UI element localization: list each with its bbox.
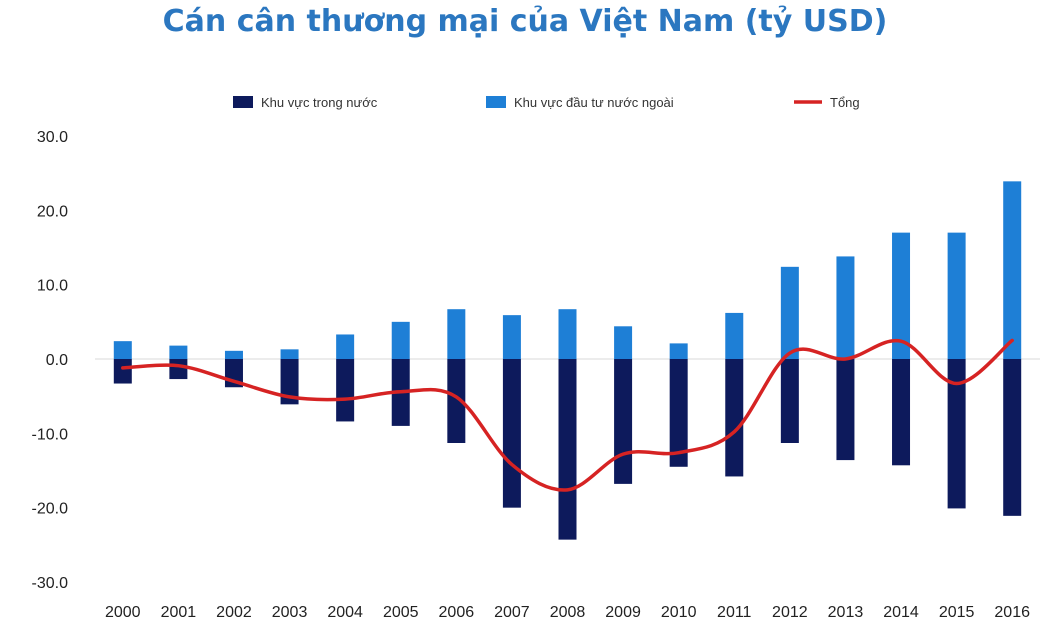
legend-label: Tổng <box>830 95 860 110</box>
bar-foreign-invested <box>280 349 299 359</box>
bar-domestic <box>614 359 633 484</box>
bar-foreign-invested <box>780 266 799 359</box>
x-tick-label: 2002 <box>216 604 252 621</box>
bars <box>113 181 1022 540</box>
y-tick-label: 0.0 <box>46 352 68 369</box>
bar-domestic <box>725 359 744 477</box>
bar-foreign-invested <box>169 345 188 359</box>
total-line-path <box>121 338 1014 492</box>
bar-foreign-invested <box>725 312 744 359</box>
legend-label: Khu vực trong nước <box>261 95 378 110</box>
y-tick-label: -30.0 <box>32 575 69 592</box>
bar-foreign-invested <box>113 341 132 359</box>
bar-domestic <box>113 359 132 384</box>
bar-domestic <box>502 359 521 508</box>
bar-domestic <box>947 359 966 509</box>
bar-foreign-invested <box>336 334 355 359</box>
bar-foreign-invested <box>502 315 521 359</box>
bar-foreign-invested <box>947 232 966 359</box>
bar-domestic <box>280 359 299 405</box>
bar-foreign-invested <box>1003 181 1022 359</box>
bar-foreign-invested <box>558 309 577 359</box>
y-tick-label: 20.0 <box>37 203 68 220</box>
bar-foreign-invested <box>836 256 855 359</box>
bar-foreign-invested <box>391 321 410 359</box>
bar-foreign-invested <box>669 343 688 359</box>
x-tick-label: 2003 <box>272 604 308 621</box>
y-tick-label: -10.0 <box>32 426 69 443</box>
x-tick-label: 2000 <box>105 604 141 621</box>
x-tick-label: 2008 <box>550 604 586 621</box>
x-tick-label: 2015 <box>939 604 975 621</box>
bar-foreign-invested <box>892 232 911 359</box>
legend-swatch <box>233 96 253 108</box>
x-tick-label: 2012 <box>772 604 808 621</box>
bar-foreign-invested <box>614 326 633 359</box>
x-tick-label: 2009 <box>605 604 641 621</box>
x-tick-label: 2001 <box>161 604 197 621</box>
y-tick-label: 30.0 <box>37 129 68 146</box>
bar-domestic <box>892 359 911 466</box>
x-tick-label: 2006 <box>439 604 475 621</box>
x-tick-label: 2011 <box>717 604 752 621</box>
bar-domestic <box>558 359 577 540</box>
bar-domestic <box>169 359 188 380</box>
x-tick-label: 2005 <box>383 604 419 621</box>
bar-domestic <box>336 359 355 422</box>
bar-domestic <box>447 359 466 443</box>
y-axis: 30.0 20.0 10.0 0.0 -10.0 -20.0 -30.0 <box>32 129 69 592</box>
x-axis: 2000 2001 2002 2003 2004 2005 2006 2007 2008 2009… <box>105 604 1030 621</box>
x-tick-label: 2004 <box>327 604 363 621</box>
x-tick-label: 2007 <box>494 604 530 621</box>
bar-domestic <box>780 359 799 443</box>
bar-foreign-invested <box>447 309 466 359</box>
bar-domestic <box>669 359 688 467</box>
y-tick-label: -20.0 <box>32 501 69 518</box>
x-tick-label: 2013 <box>828 604 864 621</box>
bar-domestic <box>836 359 855 461</box>
x-tick-label: 2016 <box>994 604 1030 621</box>
x-tick-label: 2010 <box>661 604 697 621</box>
y-tick-label: 10.0 <box>37 278 68 295</box>
chart-title: Cán cân thương mại của Việt Nam (tỷ USD) <box>162 4 888 39</box>
bar-domestic <box>1003 359 1022 516</box>
legend-swatch <box>486 96 506 108</box>
legend: Khu vực trong nước Khu vực đầu tư nước ng… <box>233 95 860 110</box>
bar-foreign-invested <box>224 350 243 359</box>
x-tick-label: 2014 <box>883 604 919 621</box>
total-line <box>121 338 1014 492</box>
legend-label: Khu vực đầu tư nước ngoài <box>514 95 674 110</box>
